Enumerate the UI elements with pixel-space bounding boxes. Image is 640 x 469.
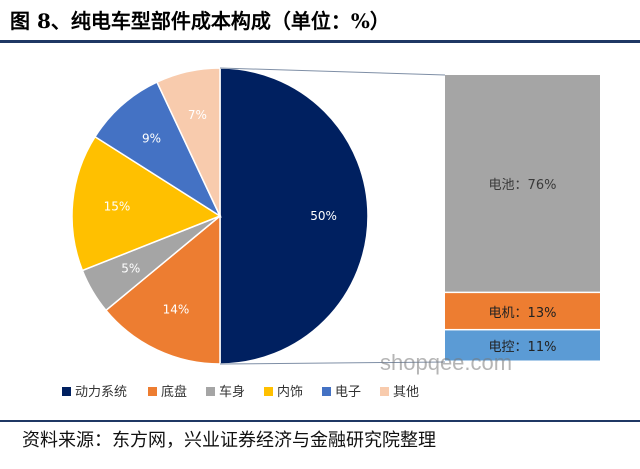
legend-swatch-1 — [148, 387, 157, 396]
pie-slice-3 — [71, 135, 222, 272]
legend-label-0: 动力系统 — [75, 385, 127, 400]
pie-label-5: 7% — [188, 108, 207, 122]
bar-label-2: 电控：11% — [489, 340, 557, 355]
source-note: 资料来源：东方网，兴业证券经济与金融研究院整理 — [22, 430, 436, 451]
legend-swatch-4 — [322, 387, 331, 396]
legend-label-1: 底盘 — [161, 384, 187, 400]
pie-label-1: 14% — [163, 303, 190, 317]
legend-swatch-0 — [62, 387, 71, 396]
legend-swatch-2 — [206, 387, 215, 396]
watermark: shopqee.com — [380, 350, 513, 375]
pie-label-0: 50% — [310, 209, 337, 223]
bar-label-1: 电机：13% — [489, 306, 557, 321]
legend-label-4: 电子 — [335, 385, 361, 400]
chart-title: 图 8、纯电车型部件成本构成（单位：%） — [10, 9, 390, 33]
pie-slices — [71, 67, 369, 365]
title-rule — [0, 40, 640, 43]
bar-segment-0 — [445, 75, 600, 292]
pie-slice-1 — [104, 214, 221, 365]
bar-segment-1 — [445, 293, 600, 329]
legend-label-3: 内饰 — [277, 384, 303, 400]
pie-labels: 50% 14% 5% 15% 9% 7% — [104, 108, 337, 317]
legend-label-2: 车身 — [219, 384, 245, 400]
bar-label-0: 电池：76% — [489, 178, 557, 193]
legend-swatch-3 — [264, 387, 273, 396]
breakdown-bar — [445, 75, 600, 361]
source-rule — [0, 420, 640, 422]
pie-slice-5 — [155, 67, 221, 217]
connector-top — [219, 67, 446, 76]
pie-label-3: 15% — [104, 199, 131, 213]
breakdown-labels: 电池：76% 电机：13% 电控：11% — [489, 178, 557, 355]
connector-bottom — [219, 361, 446, 365]
legend-label-5: 其他 — [393, 385, 419, 400]
pie-slice-4 — [94, 81, 222, 219]
pie-label-4: 9% — [142, 131, 161, 145]
pie-slice-0 — [219, 67, 369, 365]
legend-swatch-5 — [380, 387, 389, 396]
bar-segment-2 — [445, 330, 600, 361]
legend: 动力系统 底盘 车身 内饰 电子 其他 — [62, 384, 419, 400]
pie-label-2: 5% — [121, 262, 140, 276]
connector-lines — [219, 67, 446, 365]
